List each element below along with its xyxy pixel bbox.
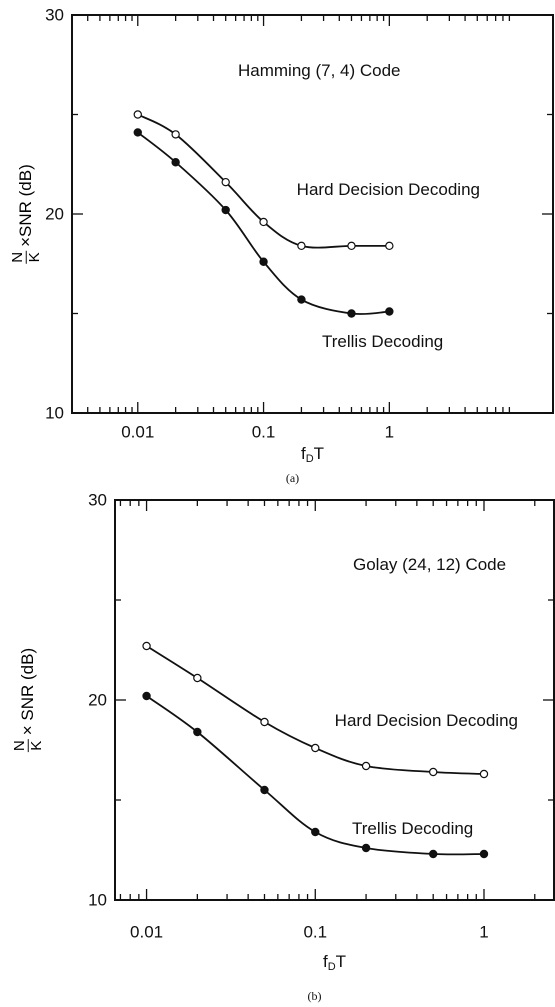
series-label: Hard Decision Decoding <box>296 180 480 199</box>
x-label-sub: D <box>327 961 336 973</box>
x-label-rest: T <box>335 952 347 971</box>
data-point <box>142 641 151 651</box>
x-label-sub: D <box>305 453 314 465</box>
data-point <box>429 767 438 777</box>
data-point <box>260 785 269 795</box>
series-label: Trellis Decoding <box>322 332 444 351</box>
y-tick-label: 30 <box>88 490 107 510</box>
chart-title: Golay (24, 12) Code <box>353 555 507 574</box>
x-label-main: f <box>322 952 328 971</box>
data-point <box>171 158 180 167</box>
caption: (a) <box>285 471 300 485</box>
data-point <box>361 843 371 853</box>
y-tick-label: 10 <box>88 890 107 910</box>
data-point <box>347 309 356 318</box>
y-label-numerator: N <box>10 739 29 753</box>
x-label-rest: T <box>313 444 325 463</box>
y-label-rest: × SNR (dB) <box>18 647 37 736</box>
data-point <box>221 205 230 215</box>
y-tick-label: 20 <box>45 204 64 224</box>
x-tick-label: 1 <box>479 922 489 942</box>
y-tick-label: 10 <box>45 403 64 423</box>
data-point <box>142 691 151 701</box>
x-label-main: f <box>300 444 306 463</box>
data-point <box>311 827 320 837</box>
data-point <box>133 110 142 119</box>
y-label-denominator: K <box>27 740 45 751</box>
x-tick-label: 1 <box>384 422 395 442</box>
y-tick-label: 30 <box>45 5 64 25</box>
chart-title: Hamming (7, 4) Code <box>238 61 401 80</box>
data-point <box>385 241 394 251</box>
y-label-rest: ×SNR (dB) <box>16 164 35 247</box>
data-point <box>193 673 202 683</box>
y-axis-label: N K × SNR (dB) <box>10 647 45 753</box>
data-point <box>259 217 268 227</box>
data-point <box>259 257 268 266</box>
x-tick-label: 0.01 <box>121 422 155 442</box>
y-label-numerator: N <box>8 250 27 264</box>
data-point <box>429 849 438 859</box>
x-tick-label: 0.1 <box>251 422 276 442</box>
data-point <box>297 241 306 251</box>
data-point <box>347 241 356 251</box>
series-label: Hard Decision Decoding <box>334 711 518 730</box>
data-point <box>479 849 489 859</box>
caption: (b) <box>307 989 322 1003</box>
data-point <box>171 130 180 139</box>
y-axis-label: N K ×SNR (dB) <box>8 164 43 264</box>
data-point <box>297 295 306 304</box>
x-tick-label: 0.01 <box>130 922 164 942</box>
data-point <box>221 177 230 187</box>
y-label-denominator: K <box>25 252 43 263</box>
data-point <box>479 769 489 779</box>
x-axis-label: fDT <box>301 445 324 465</box>
x-tick-label: 0.1 <box>303 922 328 942</box>
data-point <box>260 717 269 727</box>
y-tick-label: 20 <box>88 690 107 710</box>
x-axis-label: fDT <box>323 953 346 973</box>
data-point <box>311 743 320 753</box>
data-point <box>361 761 371 771</box>
series-label: Trellis Decoding <box>352 819 474 838</box>
data-point <box>133 128 142 137</box>
data-point <box>193 727 202 737</box>
data-point <box>385 307 394 316</box>
